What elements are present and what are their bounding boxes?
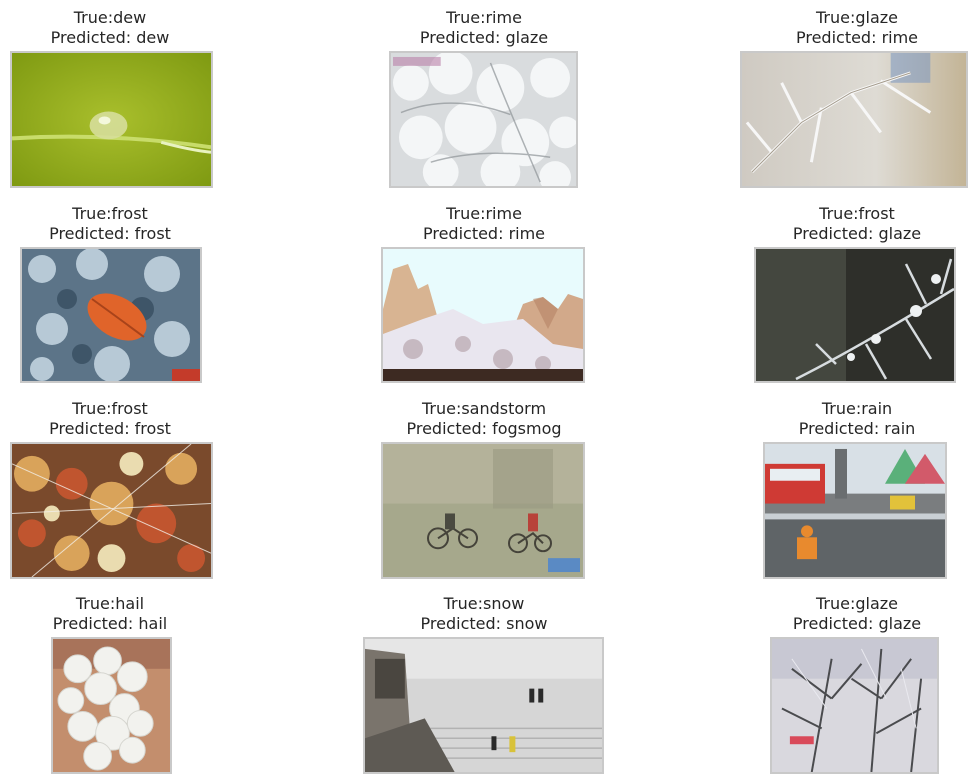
- true-label: True:glaze: [815, 594, 899, 613]
- dew-image: [10, 51, 213, 188]
- true-label: True:hail: [75, 594, 145, 613]
- frost-leaves-image: [10, 442, 213, 579]
- true-label: True:dew: [73, 8, 147, 27]
- rime-mountain-image: [381, 247, 585, 383]
- image-title: True:rime Predicted: glaze: [420, 8, 548, 48]
- true-label: True:frost: [72, 399, 148, 418]
- predicted-label: Predicted: glaze: [792, 224, 922, 243]
- frost-branch-image: [754, 247, 956, 383]
- hail-image: [51, 637, 172, 774]
- image-title: True:rain Predicted: rain: [799, 399, 916, 439]
- true-label: True:rain: [821, 399, 893, 418]
- image-title: True:dew Predicted: dew: [51, 8, 170, 48]
- snow-image: [363, 637, 604, 774]
- predicted-label: Predicted: glaze: [419, 28, 549, 47]
- sandstorm-image: [381, 442, 585, 579]
- true-label: True:rime: [446, 8, 522, 27]
- predicted-label: Predicted: glaze: [792, 614, 922, 633]
- predicted-label: Predicted: frost: [49, 419, 171, 438]
- image-title: True:frost Predicted: frost: [49, 204, 171, 244]
- image-title: True:frost Predicted: frost: [49, 399, 171, 439]
- image-title: True:hail Predicted: hail: [53, 594, 167, 634]
- image-title: True:glaze Predicted: glaze: [793, 594, 921, 634]
- predicted-label: Predicted: fogsmog: [406, 419, 562, 438]
- true-label: True:snow: [443, 594, 525, 613]
- glaze-pine-image: [770, 637, 939, 774]
- true-label: True:frost: [819, 204, 895, 223]
- predicted-label: Predicted: rime: [422, 224, 546, 243]
- predicted-label: Predicted: snow: [420, 614, 548, 633]
- rime-image: [389, 51, 578, 188]
- true-label: True:sandstorm: [421, 399, 547, 418]
- predicted-label: Predicted: rime: [795, 28, 919, 47]
- true-label: True:glaze: [815, 8, 899, 27]
- image-title: True:frost Predicted: glaze: [793, 204, 921, 244]
- rain-image: [763, 442, 947, 579]
- predicted-label: Predicted: hail: [52, 614, 168, 633]
- true-label: True:rime: [446, 204, 522, 223]
- predicted-label: Predicted: frost: [49, 224, 171, 243]
- image-title: True:glaze Predicted: rime: [796, 8, 918, 48]
- glaze-image: [740, 51, 968, 188]
- frost-image: [20, 247, 202, 383]
- image-title: True:rime Predicted: rime: [423, 204, 545, 244]
- image-title: True:sandstorm Predicted: fogsmog: [406, 399, 561, 439]
- predicted-label: Predicted: dew: [50, 28, 170, 47]
- true-label: True:frost: [72, 204, 148, 223]
- image-title: True:snow Predicted: snow: [421, 594, 548, 634]
- predicted-label: Predicted: rain: [798, 419, 916, 438]
